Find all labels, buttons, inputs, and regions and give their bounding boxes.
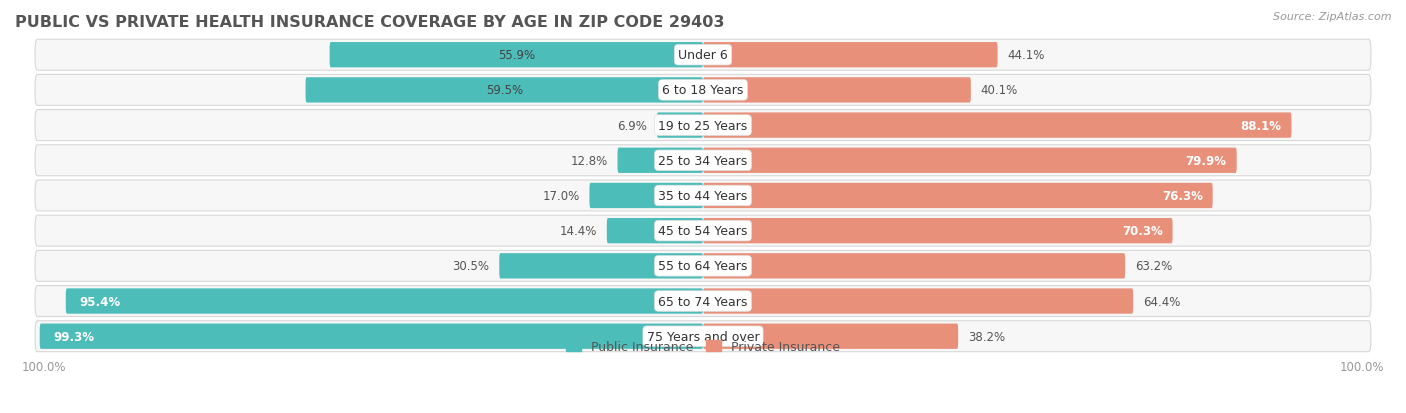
Text: PUBLIC VS PRIVATE HEALTH INSURANCE COVERAGE BY AGE IN ZIP CODE 29403: PUBLIC VS PRIVATE HEALTH INSURANCE COVER… [15, 15, 724, 30]
FancyBboxPatch shape [617, 148, 703, 173]
FancyBboxPatch shape [703, 148, 1237, 173]
Text: 6.9%: 6.9% [617, 119, 647, 132]
Legend: Public Insurance, Private Insurance: Public Insurance, Private Insurance [561, 335, 845, 358]
Text: Source: ZipAtlas.com: Source: ZipAtlas.com [1274, 12, 1392, 22]
FancyBboxPatch shape [703, 324, 957, 349]
FancyBboxPatch shape [35, 286, 1371, 317]
Text: Under 6: Under 6 [678, 49, 728, 62]
Text: 64.4%: 64.4% [1143, 295, 1181, 308]
Text: 44.1%: 44.1% [1008, 49, 1045, 62]
FancyBboxPatch shape [39, 324, 703, 349]
Text: 63.2%: 63.2% [1135, 260, 1173, 273]
Text: 100.0%: 100.0% [1340, 360, 1385, 373]
Text: 75 Years and over: 75 Years and over [647, 330, 759, 343]
Text: 40.1%: 40.1% [981, 84, 1018, 97]
Text: 95.4%: 95.4% [79, 295, 121, 308]
FancyBboxPatch shape [703, 254, 1125, 279]
FancyBboxPatch shape [703, 43, 998, 68]
Text: 70.3%: 70.3% [1122, 225, 1163, 237]
Text: 100.0%: 100.0% [21, 360, 66, 373]
Text: 88.1%: 88.1% [1240, 119, 1281, 132]
Text: 65 to 74 Years: 65 to 74 Years [658, 295, 748, 308]
FancyBboxPatch shape [35, 40, 1371, 71]
Text: 55.9%: 55.9% [498, 49, 534, 62]
Text: 55 to 64 Years: 55 to 64 Years [658, 260, 748, 273]
FancyBboxPatch shape [703, 78, 972, 103]
FancyBboxPatch shape [703, 183, 1212, 209]
FancyBboxPatch shape [35, 321, 1371, 352]
FancyBboxPatch shape [589, 183, 703, 209]
Text: 6 to 18 Years: 6 to 18 Years [662, 84, 744, 97]
FancyBboxPatch shape [35, 180, 1371, 211]
FancyBboxPatch shape [703, 113, 1292, 138]
Text: 19 to 25 Years: 19 to 25 Years [658, 119, 748, 132]
Text: 35 to 44 Years: 35 to 44 Years [658, 190, 748, 202]
Text: 12.8%: 12.8% [571, 154, 607, 167]
FancyBboxPatch shape [66, 289, 703, 314]
FancyBboxPatch shape [35, 75, 1371, 106]
Text: 30.5%: 30.5% [453, 260, 489, 273]
Text: 99.3%: 99.3% [53, 330, 94, 343]
Text: 79.9%: 79.9% [1185, 154, 1226, 167]
FancyBboxPatch shape [657, 113, 703, 138]
Text: 45 to 54 Years: 45 to 54 Years [658, 225, 748, 237]
FancyBboxPatch shape [329, 43, 703, 68]
Text: 25 to 34 Years: 25 to 34 Years [658, 154, 748, 167]
Text: 17.0%: 17.0% [543, 190, 579, 202]
FancyBboxPatch shape [607, 218, 703, 244]
Text: 14.4%: 14.4% [560, 225, 596, 237]
FancyBboxPatch shape [35, 110, 1371, 141]
FancyBboxPatch shape [305, 78, 703, 103]
FancyBboxPatch shape [499, 254, 703, 279]
FancyBboxPatch shape [35, 251, 1371, 282]
FancyBboxPatch shape [35, 145, 1371, 176]
FancyBboxPatch shape [703, 289, 1133, 314]
FancyBboxPatch shape [703, 218, 1173, 244]
FancyBboxPatch shape [35, 216, 1371, 247]
Text: 38.2%: 38.2% [969, 330, 1005, 343]
Text: 59.5%: 59.5% [485, 84, 523, 97]
Text: 76.3%: 76.3% [1161, 190, 1202, 202]
